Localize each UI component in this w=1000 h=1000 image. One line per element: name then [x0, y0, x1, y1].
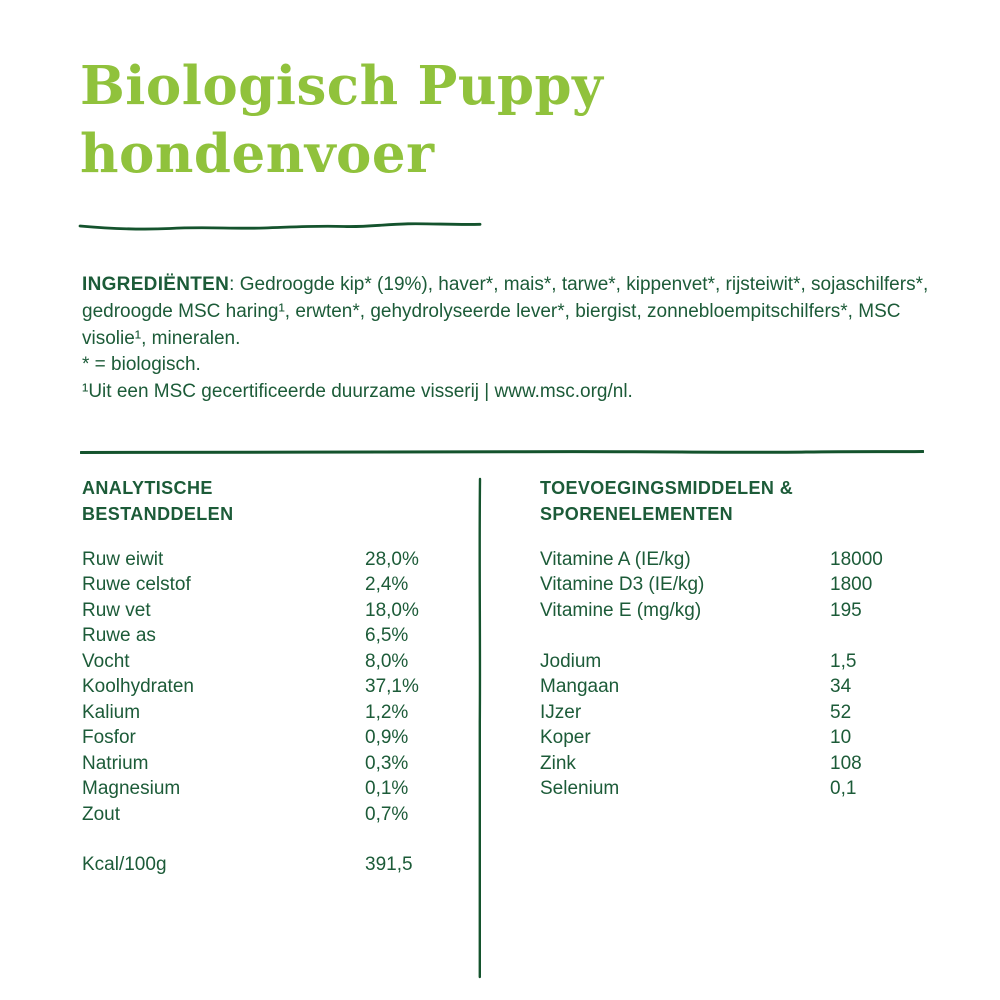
- table-row: Magnesium 0,1%: [82, 776, 474, 801]
- table-row: Zink 108: [540, 751, 926, 776]
- row-value: 18000: [830, 549, 883, 570]
- row-label: Zink: [540, 752, 576, 774]
- row-value: 0,1%: [365, 778, 409, 800]
- table-row: Ruwe celstof 2,4%: [82, 572, 474, 597]
- row-value: 0,3%: [365, 752, 409, 774]
- row-label: Vocht: [82, 650, 130, 672]
- row-label: Mangaan: [540, 676, 620, 698]
- row-label: Natrium: [82, 752, 149, 774]
- column-divider-line: [478, 477, 482, 979]
- row-label: IJzer: [540, 701, 582, 723]
- page-title-line1: Biologisch Puppy: [80, 55, 604, 117]
- table-row: Ruw eiwit 28,0%: [82, 547, 474, 572]
- row-label: Ruw vet: [82, 599, 151, 621]
- table-row: Vocht 8,0%: [82, 649, 474, 674]
- row-label: Vitamine E (mg/kg): [540, 599, 702, 621]
- row-gap: [82, 827, 474, 852]
- section-divider-line: [80, 450, 924, 454]
- kcal-row: Kcal/100g 391,5: [82, 852, 474, 877]
- analytical-heading-line2: BESTANDDELEN: [82, 504, 234, 524]
- ingredients-block: INGREDIËNTEN: Gedroogde kip* (19%), have…: [82, 272, 932, 406]
- table-row: Kalium 1,2%: [82, 700, 474, 725]
- footnote-bio: * = biologisch.: [82, 354, 201, 376]
- row-value: 52: [830, 701, 852, 723]
- row-label: Koolhydraten: [82, 676, 194, 698]
- row-value: 0,9%: [365, 727, 409, 749]
- table-row: Fosfor 0,9%: [82, 725, 474, 750]
- ingredients-label: INGREDIËNTEN: [82, 274, 230, 295]
- row-value: 34: [830, 676, 852, 698]
- table-row: Koolhydraten 37,1%: [82, 674, 474, 699]
- page-title-line2: hondenvoer: [80, 123, 435, 185]
- page-title: Biologisch Puppy hondenvoer: [80, 52, 603, 188]
- row-value: 0,7%: [365, 803, 409, 825]
- row-value: 195: [830, 599, 862, 621]
- table-row: Mangaan 34: [540, 674, 926, 699]
- footnote-msc: ¹Uit een MSC gecertificeerde duurzame vi…: [82, 381, 633, 403]
- table-row: Vitamine A (IE/kg) 18000: [540, 547, 926, 572]
- row-value: 2,4%: [365, 574, 409, 596]
- table-row: Jodium 1,5: [540, 649, 926, 674]
- row-value: 18,0%: [365, 599, 419, 621]
- table-row: Natrium 0,3%: [82, 751, 474, 776]
- row-label: Selenium: [540, 778, 620, 800]
- table-row: IJzer 52: [540, 700, 926, 725]
- additives-heading-line1: TOEVOEGINGSMIDDELEN &: [540, 478, 794, 498]
- row-value: 1,2%: [365, 701, 409, 723]
- row-label: Ruwe celstof: [82, 574, 191, 596]
- table-row: Koper 10: [540, 725, 926, 750]
- row-value: 28,0%: [365, 549, 419, 570]
- row-label: Ruwe as: [82, 625, 156, 647]
- additives-heading: TOEVOEGINGSMIDDELEN & SPORENELEMENTEN: [540, 475, 793, 527]
- row-label: Vitamine D3 (IE/kg): [540, 574, 705, 596]
- additives-table: Vitamine A (IE/kg) 18000 Vitamine D3 (IE…: [540, 547, 926, 802]
- ingredients-paragraph: INGREDIËNTEN: Gedroogde kip* (19%), have…: [82, 272, 932, 352]
- row-value: 108: [830, 752, 862, 774]
- kcal-label: Kcal/100g: [82, 854, 167, 876]
- row-label: Kalium: [82, 701, 141, 723]
- analytical-table: Ruw eiwit 28,0% Ruwe celstof 2,4% Ruw ve…: [82, 547, 474, 878]
- row-value: 0,1: [830, 778, 857, 800]
- row-label: Magnesium: [82, 778, 181, 800]
- row-value: 6,5%: [365, 625, 409, 647]
- row-value: 1800: [830, 574, 873, 596]
- row-value: 8,0%: [365, 650, 409, 672]
- additives-heading-line2: SPORENELEMENTEN: [540, 504, 734, 524]
- table-row: Ruw vet 18,0%: [82, 598, 474, 623]
- row-label: Ruw eiwit: [82, 549, 164, 570]
- table-row: Vitamine D3 (IE/kg) 1800: [540, 572, 926, 597]
- ingredients-text: : Gedroogde kip* (19%), haver*, mais*, t…: [82, 274, 929, 349]
- row-value: 37,1%: [365, 676, 419, 698]
- row-label: Koper: [540, 727, 591, 749]
- analytical-heading-line1: ANALYTISCHE: [82, 478, 213, 498]
- row-gap: [540, 623, 926, 648]
- row-label: Zout: [82, 803, 121, 825]
- row-label: Fosfor: [82, 727, 136, 749]
- row-value: 1,5: [830, 650, 857, 672]
- row-label: Vitamine A (IE/kg): [540, 549, 691, 570]
- title-underline-squiggle: [78, 222, 482, 231]
- row-label: Jodium: [540, 650, 602, 672]
- table-row: Selenium 0,1: [540, 776, 926, 801]
- row-value: 10: [830, 727, 852, 749]
- table-row: Ruwe as 6,5%: [82, 623, 474, 648]
- table-row: Zout 0,7%: [82, 802, 474, 827]
- kcal-value: 391,5: [365, 854, 413, 876]
- analytical-heading: ANALYTISCHE BESTANDDELEN: [82, 475, 233, 527]
- table-row: Vitamine E (mg/kg) 195: [540, 598, 926, 623]
